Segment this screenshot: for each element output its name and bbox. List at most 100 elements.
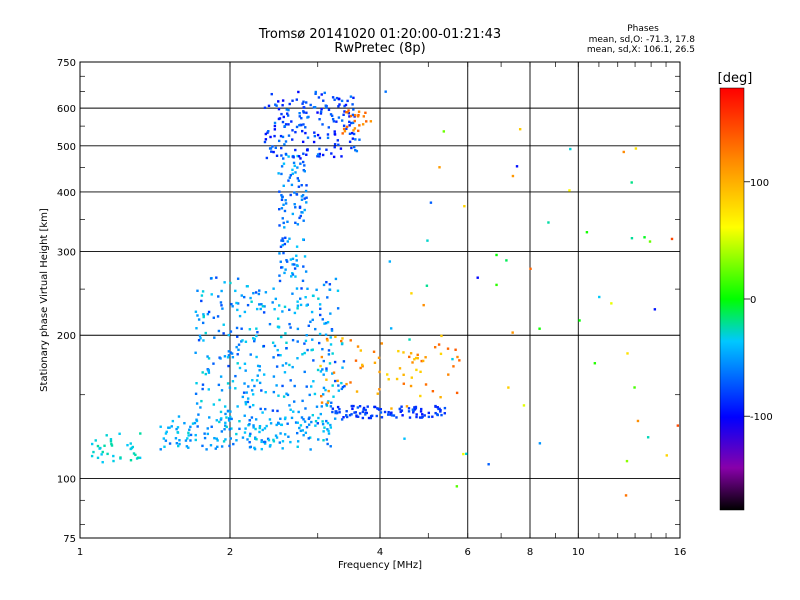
data-point bbox=[437, 343, 441, 346]
data-point bbox=[315, 288, 318, 292]
data-point bbox=[220, 289, 223, 293]
data-point bbox=[292, 410, 295, 413]
data-point bbox=[369, 120, 373, 123]
data-point bbox=[243, 382, 246, 385]
data-point bbox=[273, 121, 277, 125]
data-point bbox=[338, 103, 341, 106]
data-point bbox=[278, 274, 281, 277]
data-point bbox=[538, 327, 541, 330]
data-point bbox=[112, 459, 115, 463]
data-point bbox=[101, 450, 104, 454]
data-point bbox=[109, 440, 113, 443]
data-point bbox=[438, 166, 441, 169]
data-point bbox=[212, 362, 215, 365]
data-point bbox=[244, 340, 248, 343]
data-point bbox=[308, 393, 311, 397]
data-point bbox=[350, 121, 353, 125]
data-point bbox=[284, 416, 287, 419]
data-point bbox=[235, 345, 238, 349]
data-point bbox=[263, 427, 267, 430]
data-point bbox=[354, 148, 357, 152]
data-point bbox=[210, 425, 213, 428]
data-point bbox=[359, 349, 363, 352]
data-point bbox=[290, 275, 293, 278]
data-point bbox=[226, 382, 230, 385]
data-point bbox=[271, 409, 275, 412]
data-point bbox=[284, 268, 287, 271]
data-point bbox=[334, 335, 337, 339]
data-point bbox=[332, 371, 336, 374]
data-point bbox=[98, 447, 101, 450]
data-point bbox=[224, 412, 227, 416]
data-point bbox=[377, 408, 381, 411]
data-point bbox=[329, 445, 332, 448]
data-point bbox=[206, 355, 209, 358]
data-point bbox=[285, 341, 288, 344]
data-point bbox=[305, 101, 308, 104]
data-point bbox=[252, 403, 255, 407]
data-point bbox=[342, 416, 345, 419]
data-point bbox=[323, 91, 326, 95]
data-point bbox=[294, 148, 297, 152]
data-point bbox=[352, 108, 355, 111]
data-point bbox=[253, 447, 257, 451]
data-point bbox=[281, 99, 285, 102]
data-point bbox=[280, 239, 283, 242]
data-point bbox=[352, 129, 355, 132]
data-point bbox=[304, 407, 307, 410]
data-point bbox=[361, 410, 365, 414]
data-point bbox=[419, 394, 422, 398]
data-point bbox=[301, 160, 305, 164]
data-point bbox=[183, 421, 186, 425]
data-point bbox=[353, 145, 356, 149]
data-point bbox=[257, 292, 261, 296]
data-point bbox=[327, 108, 331, 112]
colorbar-ticks: 100 0 -100 bbox=[744, 178, 773, 423]
data-point bbox=[568, 189, 571, 192]
data-point bbox=[295, 259, 298, 262]
data-point bbox=[302, 123, 305, 126]
data-point bbox=[266, 437, 270, 441]
data-point bbox=[227, 354, 231, 357]
data-point bbox=[289, 408, 292, 411]
data-point bbox=[273, 128, 277, 131]
data-point bbox=[249, 296, 252, 300]
data-point bbox=[220, 430, 224, 433]
data-point bbox=[283, 417, 287, 421]
data-point bbox=[234, 374, 237, 378]
data-point bbox=[319, 364, 322, 368]
data-point bbox=[320, 355, 324, 359]
data-point bbox=[298, 216, 301, 220]
data-point bbox=[324, 104, 327, 107]
data-point bbox=[351, 137, 355, 140]
data-point bbox=[305, 111, 308, 114]
stats-o-mode: mean, sd,O: -71.3, 17.8 bbox=[589, 35, 696, 45]
data-point bbox=[349, 339, 352, 342]
data-point bbox=[223, 428, 226, 431]
data-point bbox=[297, 90, 300, 94]
data-point bbox=[207, 357, 211, 360]
data-point bbox=[313, 105, 317, 109]
data-point bbox=[372, 350, 376, 353]
data-point bbox=[337, 389, 341, 392]
data-point bbox=[465, 452, 468, 456]
data-point bbox=[338, 408, 341, 411]
data-point bbox=[280, 423, 283, 426]
data-point bbox=[272, 356, 275, 359]
data-point bbox=[253, 384, 256, 388]
data-point bbox=[446, 347, 450, 350]
data-point bbox=[351, 121, 355, 125]
data-point bbox=[178, 442, 181, 446]
data-point bbox=[330, 328, 334, 331]
data-point bbox=[335, 411, 339, 415]
data-point bbox=[298, 112, 301, 115]
data-point bbox=[258, 424, 262, 428]
data-point bbox=[388, 260, 392, 263]
data-point bbox=[230, 352, 234, 355]
data-point bbox=[223, 281, 226, 284]
data-point bbox=[249, 353, 252, 356]
data-point bbox=[316, 133, 320, 137]
data-point bbox=[252, 426, 255, 429]
data-point bbox=[230, 302, 233, 306]
data-point bbox=[378, 370, 381, 374]
